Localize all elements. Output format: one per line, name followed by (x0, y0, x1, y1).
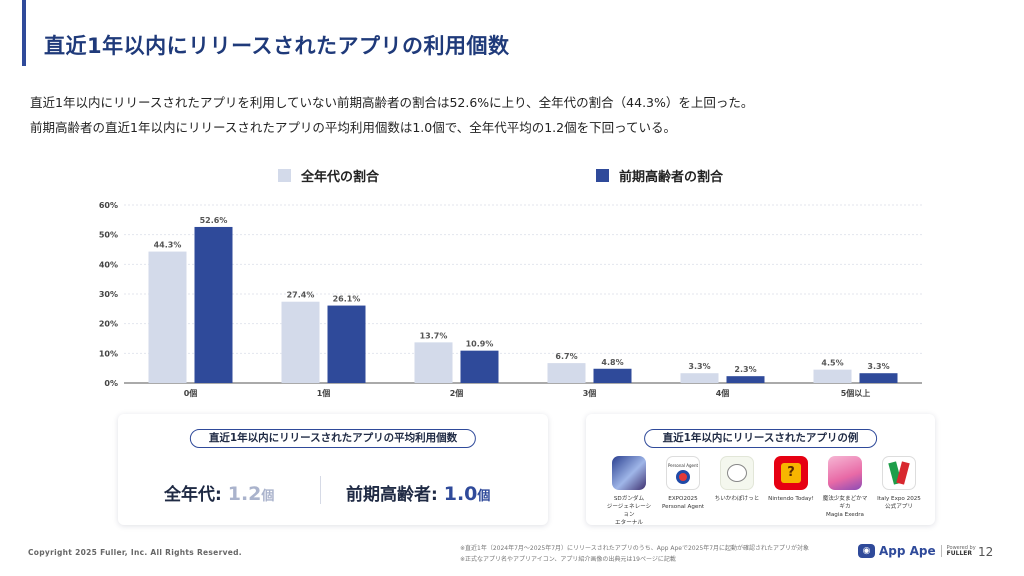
x-tick-label: 4個 (716, 388, 730, 398)
legend-label-senior: 前期高齢者の割合 (619, 170, 724, 185)
bar-senior (460, 350, 499, 383)
app-name: SDガンダム ジージェネレーション エターナル (606, 496, 652, 526)
brand-name: App Ape (879, 544, 936, 558)
examples-card-title: 直近1年以内にリリースされたアプリの例 (643, 429, 878, 448)
stat-all-value: 1.2 (227, 483, 262, 505)
average-card-title: 直近1年以内にリリースされたアプリの平均利用個数 (189, 429, 477, 448)
chiikawa-icon (720, 456, 754, 490)
x-tick-label: 2個 (450, 388, 464, 398)
stat-all-ages: 全年代: 1.2個 (164, 480, 274, 505)
brand-logo: ◉ App Ape Powered by FULLER (858, 544, 976, 558)
stat-senior-unit: 個 (477, 489, 491, 504)
app-item[interactable]: 魔法少女まどかマギカ Magia Exedra (820, 456, 870, 527)
expo2025-icon: Personal Agent (666, 456, 700, 490)
data-label: 6.7% (555, 352, 577, 361)
y-tick-label: 10% (99, 349, 118, 358)
brand-separator (940, 545, 942, 557)
app-name: 魔法少女まどかマギカ Magia Exedra (822, 496, 868, 518)
x-tick-label: 1個 (317, 388, 331, 398)
bar-all-ages (148, 251, 187, 383)
x-tick-label: 0個 (184, 388, 198, 398)
italy-expo-icon (882, 456, 916, 490)
brand-by-line-2: FULLER (946, 550, 973, 557)
app-name: EXPO2025 Personal Agent (661, 496, 705, 510)
stat-senior-value: 1.0 (443, 483, 478, 505)
nintendo-today-icon: ? (774, 456, 808, 490)
stat-senior: 前期高齢者: 1.0個 (346, 480, 490, 505)
page-title: 直近1年以内にリリースされたアプリの利用個数 (44, 34, 510, 58)
data-label: 44.3% (154, 241, 182, 250)
legend-item-all: 全年代の割合 (278, 166, 379, 185)
x-tick-label: 5個以上 (841, 388, 871, 398)
brand-by-line-1: Powered by (946, 545, 976, 551)
data-label: 52.6% (200, 216, 228, 225)
bar-all-ages (680, 373, 719, 383)
copyright: Copyright 2025 Fuller, Inc. All Rights R… (28, 548, 242, 557)
legend-swatch-senior (596, 169, 609, 182)
bar-senior (726, 376, 765, 383)
data-label: 26.1% (333, 295, 361, 304)
brand-powered-by: Powered by FULLER (947, 545, 976, 557)
summary-line-2: 前期高齢者の直近1年以内にリリースされたアプリの平均利用個数は1.0個で、全年代… (30, 120, 676, 135)
bar-senior (593, 368, 632, 383)
summary-line-1: 直近1年以内にリリースされたアプリを利用していない前期高齢者の割合は52.6%に… (30, 95, 754, 110)
stat-all-unit: 個 (261, 489, 275, 504)
gundam-game-icon (612, 456, 646, 490)
footnotes: ※直近1年（2024年7月～2025年7月）にリリースされたアプリのうち、App… (460, 543, 809, 565)
app-name: Italy Expo 2025 公式アプリ (877, 496, 921, 510)
bar-all-ages (813, 369, 852, 383)
y-tick-label: 20% (99, 320, 118, 329)
expo-icon-emblem (676, 469, 690, 484)
italy-flag-red (896, 461, 910, 485)
data-label: 3.3% (867, 362, 889, 371)
bar-all-ages (547, 363, 586, 383)
page-number: 12 (978, 545, 994, 559)
chiikawa-face-shape (727, 464, 747, 482)
app-examples-card: 直近1年以内にリリースされたアプリの例 SDガンダム ジージェネレーション エタ… (586, 414, 935, 527)
bar-senior (859, 373, 898, 383)
app-item[interactable]: SDガンダム ジージェネレーション エターナル (604, 456, 654, 527)
x-tick-label: 3個 (583, 388, 597, 398)
legend-item-senior: 前期高齢者の割合 (596, 166, 723, 185)
y-tick-label: 30% (99, 290, 118, 299)
app-name: ちいかわぽけっと (714, 496, 760, 502)
stat-divider (320, 476, 321, 504)
app-ape-logo-icon: ◉ (858, 544, 875, 558)
app-item[interactable]: ちいかわぽけっと (712, 456, 762, 527)
madoka-magica-icon (828, 456, 862, 490)
y-tick-label: 40% (99, 260, 118, 269)
app-item[interactable]: ? Nintendo Today! (766, 456, 816, 527)
data-label: 10.9% (466, 340, 494, 349)
app-examples-list: SDガンダム ジージェネレーション エターナル Personal Agent E… (604, 456, 924, 527)
average-usage-card: 直近1年以内にリリースされたアプリの平均利用個数 全年代: 1.2個 前期高齢者… (118, 414, 548, 525)
y-tick-label: 0% (104, 379, 118, 388)
data-label: 4.5% (821, 359, 843, 368)
footnote-2: ※正式なアプリ名やアプリアイコン、アプリ紹介画像の出典元は19ページに記載 (460, 556, 676, 563)
summary-text: 直近1年以内にリリースされたアプリを利用していない前期高齢者の割合は52.6%に… (30, 90, 753, 140)
legend-label-all: 全年代の割合 (301, 170, 380, 185)
stat-senior-label: 前期高齢者: (346, 485, 444, 505)
bar-all-ages (281, 301, 320, 383)
footnote-1: ※直近1年（2024年7月～2025年7月）にリリースされたアプリのうち、App… (460, 545, 810, 552)
expo-icon-caption: Personal Agent (667, 462, 699, 468)
bar-senior (194, 226, 233, 383)
bar-all-ages (414, 342, 453, 383)
title-accent-bar (22, 0, 26, 66)
y-tick-label: 60% (99, 201, 118, 210)
data-label: 3.3% (688, 362, 710, 371)
data-label: 2.3% (734, 365, 756, 374)
app-name: Nintendo Today! (768, 496, 814, 502)
legend-swatch-all (278, 169, 291, 182)
data-label: 4.8% (601, 358, 623, 367)
data-label: 13.7% (420, 331, 448, 340)
bar-senior (327, 305, 366, 383)
question-block-glyph: ? (781, 463, 801, 483)
app-item[interactable]: Personal Agent EXPO2025 Personal Agent (658, 456, 708, 527)
y-tick-label: 50% (99, 231, 118, 240)
stat-all-label: 全年代: (164, 485, 228, 505)
app-item[interactable]: Italy Expo 2025 公式アプリ (874, 456, 924, 527)
data-label: 27.4% (287, 291, 315, 300)
bar-chart: 0% 10% 20% 30% 40% 50% 60% 0個 44.3% 52.6% 1個 27.4% 2… (99, 201, 922, 398)
